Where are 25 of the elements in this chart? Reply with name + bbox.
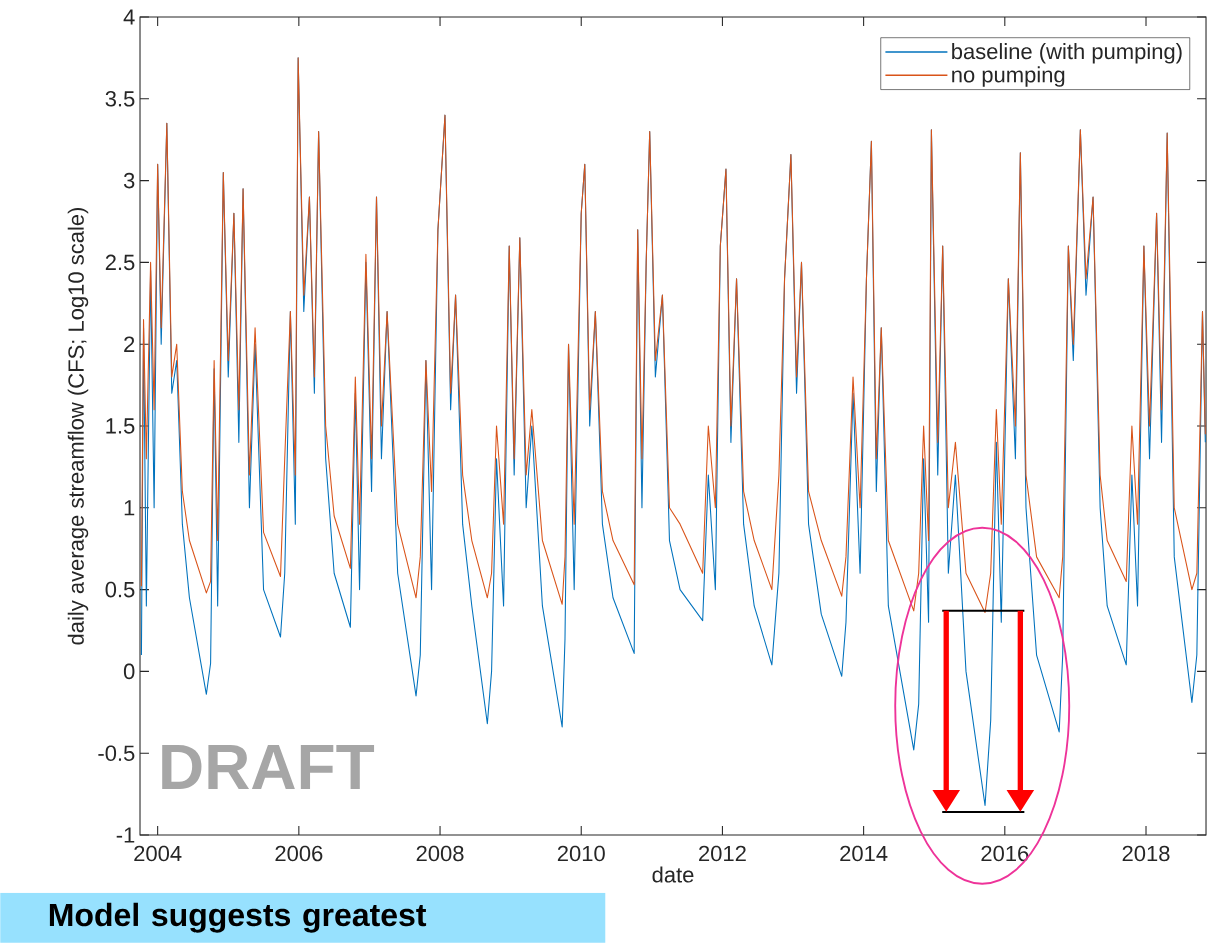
y-tick-label: 2 [124, 336, 135, 352]
legend-label: baseline (with pumping) [952, 43, 1182, 64]
x-tick-label: 2016 [981, 845, 1029, 862]
y-axis-title: daily average streamflow (CFS; Log10 scale) [67, 207, 89, 645]
x-tick-label: 2006 [275, 845, 323, 862]
x-tick-label: 2010 [557, 845, 605, 862]
x-tick-label: 2012 [699, 845, 746, 862]
y-tick-label: 3 [123, 172, 135, 189]
x-tick-label: 2004 [134, 845, 182, 862]
y-tick-label: -1 [116, 827, 135, 843]
y-tick-label: 4 [123, 9, 135, 25]
legend-label: no pumping [952, 66, 1065, 87]
y-tick-label: 3.5 [105, 91, 135, 107]
x-tick-label: 2014 [840, 845, 888, 862]
y-tick-label: 0 [123, 663, 135, 680]
y-tick-label: 2.5 [105, 254, 135, 271]
y-tick-label: 1.5 [106, 418, 135, 434]
text: Model suggests greatest [49, 902, 427, 933]
x-axis-title: date [652, 866, 694, 883]
y-tick-label: 1 [124, 500, 135, 516]
y-tick-label: -0.5 [98, 745, 135, 761]
annotation: DRAFT [162, 744, 375, 789]
x-tick-label: 2018 [1122, 845, 1170, 862]
y-tick-label: 0.5 [105, 581, 135, 598]
x-tick-label: 2008 [416, 845, 464, 862]
